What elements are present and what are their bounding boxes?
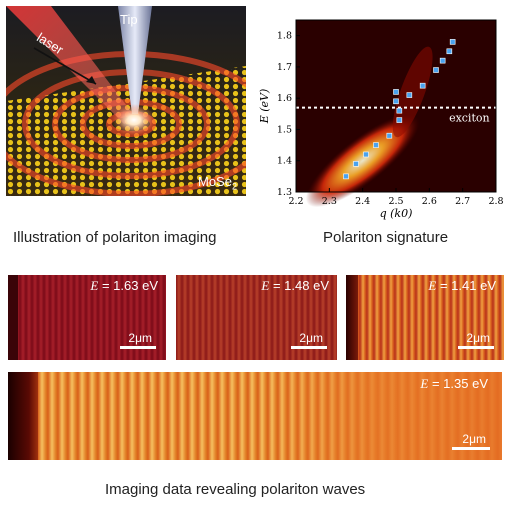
energy-var-2: E bbox=[261, 278, 270, 293]
imaging-caption: Imaging data revealing polariton waves bbox=[105, 481, 366, 498]
y-axis-label: E (eV) bbox=[258, 89, 271, 125]
energy-label-4: E = 1.35 eV bbox=[420, 376, 488, 392]
data-point bbox=[393, 89, 399, 95]
data-point bbox=[446, 48, 453, 55]
imaging-panel-3-dark-edge bbox=[346, 275, 358, 360]
data-point bbox=[439, 57, 446, 64]
data-point bbox=[406, 92, 413, 98]
energy-value-1: = 1.63 eV bbox=[98, 278, 158, 293]
y-tick-label: 1.4 bbox=[277, 156, 292, 167]
energy-label-2: E = 1.48 eV bbox=[261, 278, 329, 294]
x-tick-label: 2.2 bbox=[288, 196, 303, 207]
data-point bbox=[396, 117, 403, 123]
x-axis-label: q (k0) bbox=[380, 207, 413, 220]
imaging-panel-4: E = 1.35 eV 2μm bbox=[8, 372, 502, 460]
x-tick-label: 2.3 bbox=[322, 196, 337, 207]
energy-var-1: E bbox=[90, 278, 99, 293]
imaging-panel-4-dark-edge bbox=[8, 372, 38, 460]
data-point bbox=[343, 173, 349, 180]
scale-label-1: 2μm bbox=[128, 331, 152, 345]
scale-label-2: 2μm bbox=[299, 331, 323, 345]
data-point bbox=[386, 132, 393, 139]
exciton-label: exciton bbox=[449, 112, 490, 125]
scale-label-4: 2μm bbox=[462, 432, 486, 446]
material-label-sub: 2 bbox=[231, 181, 237, 192]
energy-label-1: E = 1.63 eV bbox=[90, 278, 158, 294]
energy-var-4: E bbox=[420, 376, 429, 391]
illustration-graphic bbox=[6, 6, 246, 196]
scale-label-3: 2μm bbox=[466, 331, 490, 345]
imaging-panel-4-fade bbox=[268, 372, 502, 460]
data-point bbox=[393, 98, 399, 105]
data-point bbox=[433, 67, 439, 73]
scale-bar-2 bbox=[291, 346, 327, 349]
y-tick-label: 1.3 bbox=[277, 187, 292, 198]
imaging-panel-2: E = 1.48 eV 2μm bbox=[176, 275, 337, 360]
data-point bbox=[449, 39, 456, 45]
data-point bbox=[353, 161, 359, 167]
polariton-illustration: Tip laser MoSe2 bbox=[6, 6, 246, 196]
data-point bbox=[396, 107, 403, 114]
data-point bbox=[419, 82, 426, 89]
energy-value-3: = 1.41 eV bbox=[436, 278, 496, 293]
material-label: MoSe2 bbox=[198, 174, 237, 192]
scale-bar-3 bbox=[458, 346, 494, 349]
plot-area: exciton bbox=[296, 20, 496, 208]
energy-value-2: = 1.48 eV bbox=[269, 278, 329, 293]
x-tick-label: 2.8 bbox=[488, 196, 503, 207]
x-tick-label: 2.4 bbox=[355, 196, 370, 207]
x-tick-label: 2.7 bbox=[455, 196, 470, 207]
plot-axes: 2.2 2.3 2.4 2.5 2.6 2.7 2.8 1.3 1.4 1.5 1.6 1.7 1.8 q… bbox=[258, 19, 504, 220]
dispersion-chart: exciton 2.2 2.3 2.4 2.5 2.6 2.7 2.8 1.3 1.4 1.5 1.… bbox=[258, 19, 504, 220]
energy-var-3: E bbox=[428, 278, 437, 293]
imaging-panel-1-dark-edge bbox=[8, 275, 18, 360]
x-tick-label: 2.5 bbox=[388, 196, 403, 207]
polariton-signature-plot: exciton 2.2 2.3 2.4 2.5 2.6 2.7 2.8 1.3 1.4 1.5 1.… bbox=[256, 2, 506, 224]
polariton-upper-glow bbox=[392, 46, 433, 138]
imaging-panel-1: E = 1.63 eV 2μm bbox=[8, 275, 166, 360]
imaging-panel-3: E = 1.41 eV 2μm bbox=[346, 275, 504, 360]
material-label-main: MoSe bbox=[198, 174, 232, 189]
tip-label: Tip bbox=[120, 12, 138, 27]
illustration-caption: Illustration of polariton imaging bbox=[13, 229, 217, 246]
y-tick-label: 1.5 bbox=[277, 124, 292, 135]
x-tick-label: 2.6 bbox=[422, 196, 437, 207]
y-tick-label: 1.6 bbox=[277, 93, 292, 104]
energy-label-3: E = 1.41 eV bbox=[428, 278, 496, 294]
y-tick-label: 1.8 bbox=[277, 31, 292, 42]
plot-caption: Polariton signature bbox=[323, 229, 449, 246]
y-tick-label: 1.7 bbox=[277, 62, 292, 73]
energy-value-4: = 1.35 eV bbox=[428, 376, 488, 391]
data-point bbox=[363, 151, 369, 158]
data-point bbox=[373, 142, 379, 148]
scale-bar-4 bbox=[452, 447, 490, 450]
scale-bar-1 bbox=[120, 346, 156, 349]
